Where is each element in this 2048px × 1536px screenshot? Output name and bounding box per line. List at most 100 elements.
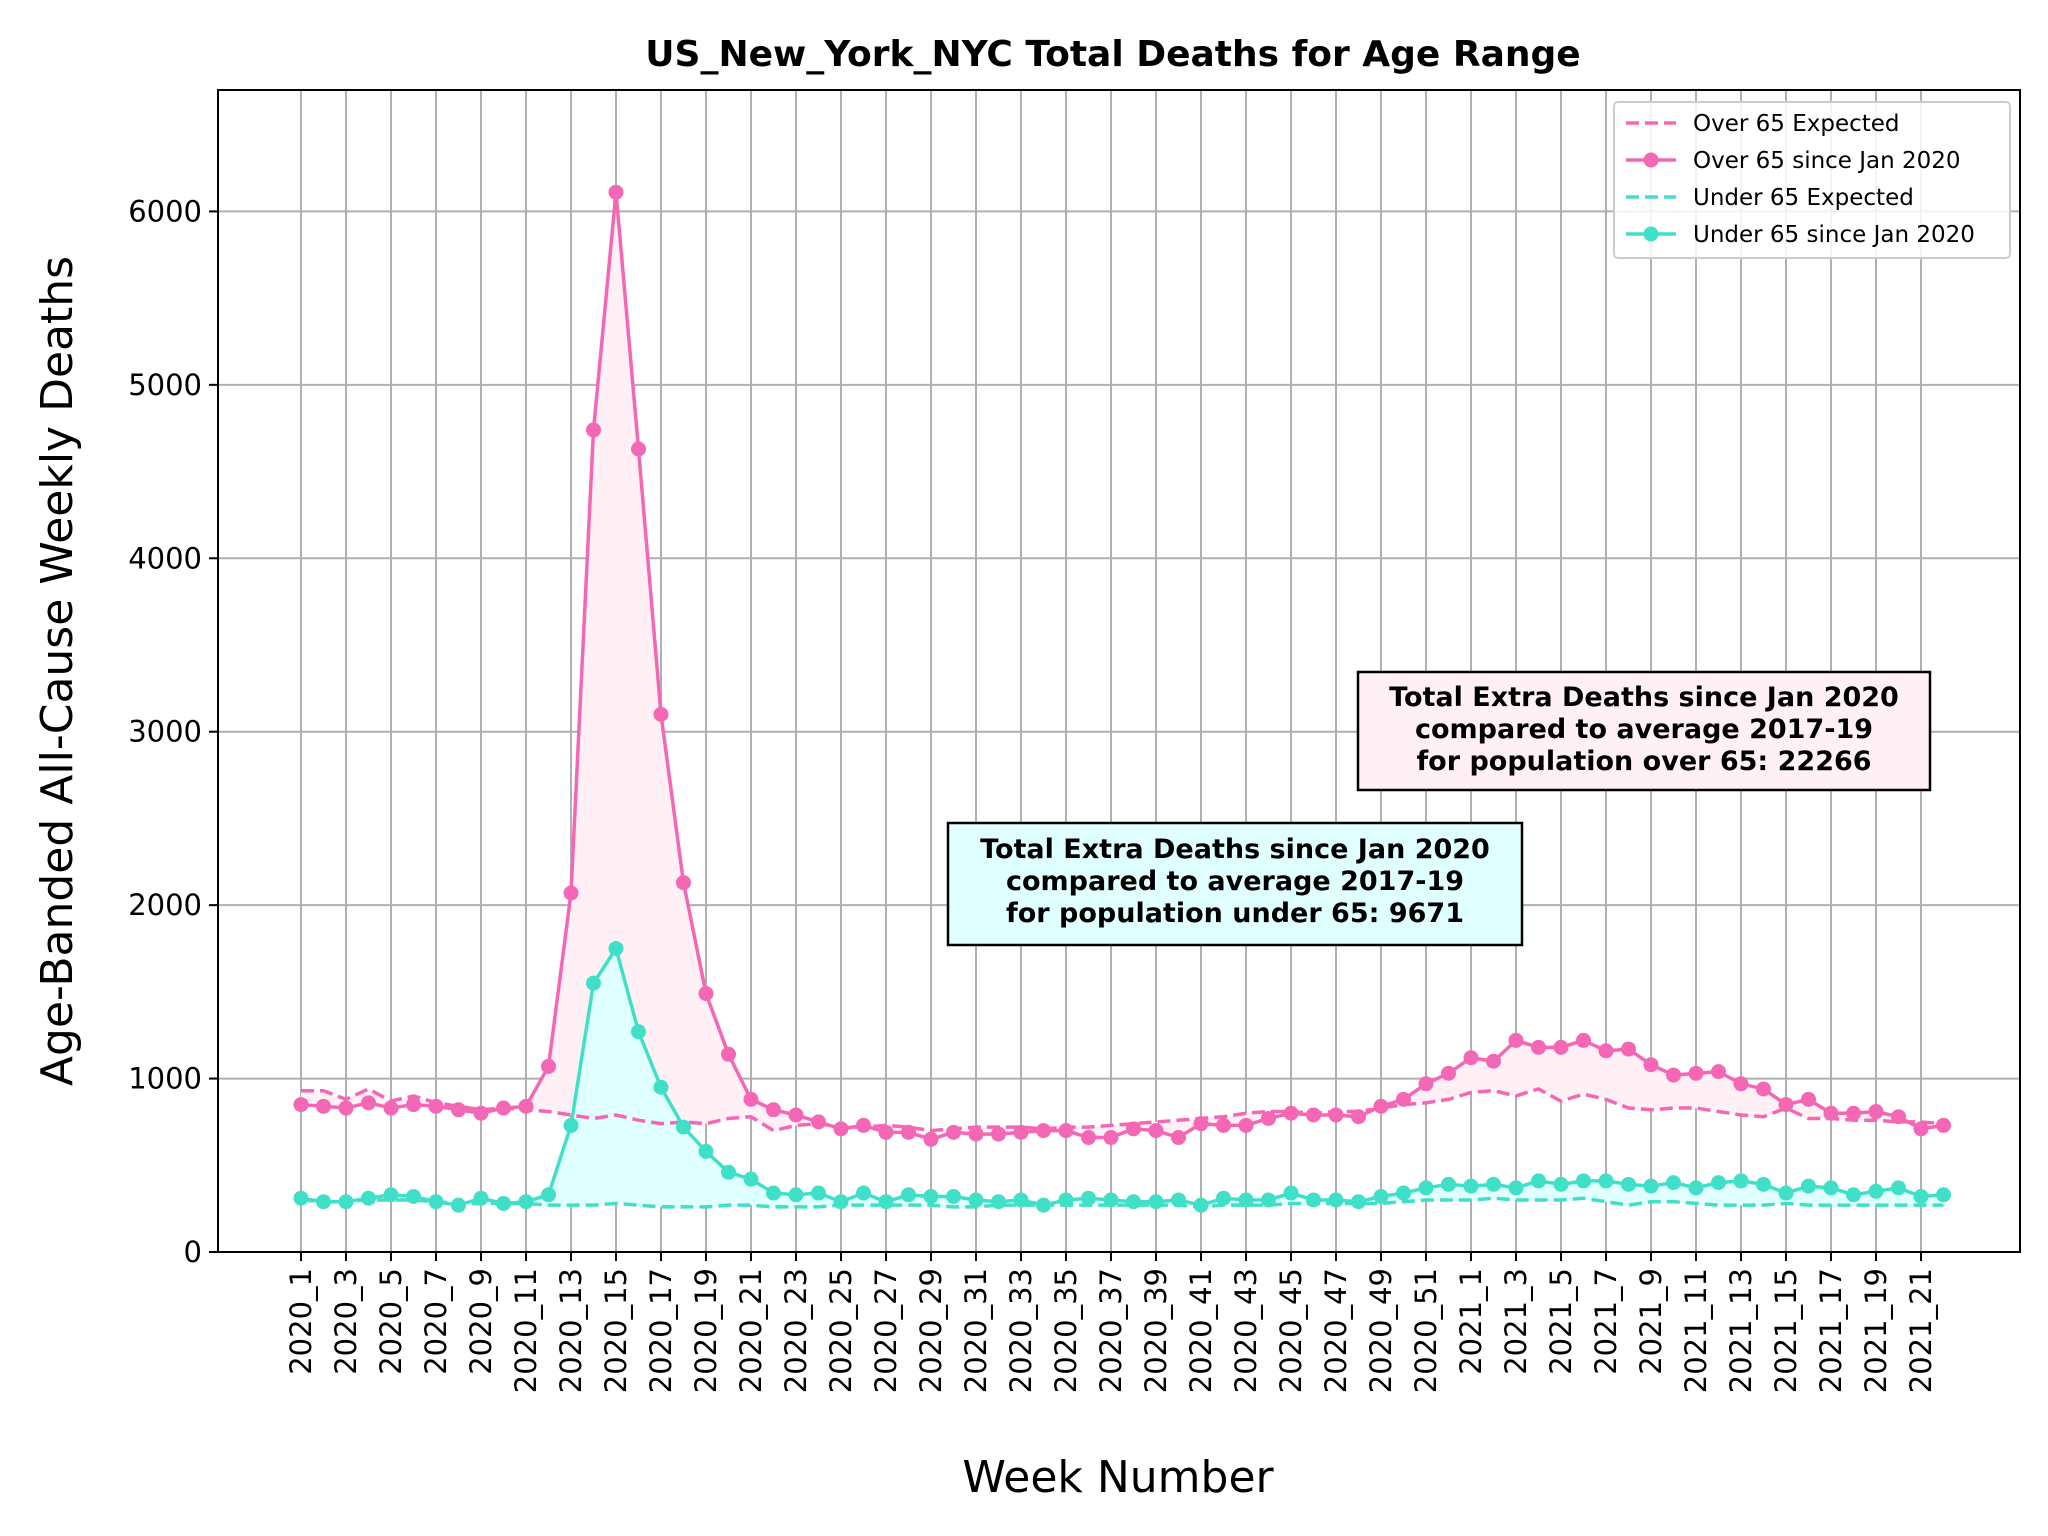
data-point-under-65-since-jan-2020	[653, 1079, 669, 1095]
x-tick-label: 2020_25	[824, 1268, 858, 1393]
x-tick-label: 2020_37	[1094, 1268, 1128, 1393]
data-point-under-65-since-jan-2020	[496, 1195, 511, 1211]
data-point-over-65-since-jan-2020	[1891, 1109, 1906, 1125]
data-point-under-65-since-jan-2020	[1868, 1183, 1884, 1199]
data-point-over-65-since-jan-2020	[766, 1102, 781, 1118]
data-point-over-65-since-jan-2020	[1486, 1053, 1501, 1069]
y-axis: 0 1000 2000 3000 4000 5000 6000	[128, 194, 218, 1269]
data-point-under-65-since-jan-2020	[586, 975, 601, 991]
x-tick-label: 2020_9	[464, 1268, 498, 1375]
data-point-under-65-since-jan-2020	[1013, 1192, 1029, 1208]
data-point-under-65-since-jan-2020	[428, 1194, 444, 1210]
x-tick-label: 2020_43	[1229, 1268, 1263, 1393]
data-point-over-65-since-jan-2020	[1351, 1109, 1366, 1125]
y-tick-label: 0	[184, 1235, 202, 1269]
data-point-over-65-since-jan-2020	[586, 422, 601, 438]
data-point-under-65-since-jan-2020	[361, 1190, 376, 1206]
x-tick-label: 2021_19	[1859, 1268, 1893, 1393]
annotation-box: Total Extra Deaths since Jan 2020compare…	[1356, 670, 1932, 792]
data-point-over-65-since-jan-2020	[1733, 1076, 1749, 1092]
x-tick-label: 2020_23	[779, 1268, 813, 1393]
x-tick-label: 2020_3	[329, 1268, 363, 1375]
data-point-over-65-since-jan-2020	[901, 1124, 916, 1140]
data-point-over-65-since-jan-2020	[991, 1126, 1006, 1142]
data-point-under-65-since-jan-2020	[293, 1190, 309, 1206]
data-point-over-65-since-jan-2020	[1531, 1039, 1546, 1055]
data-point-under-65-since-jan-2020	[473, 1190, 489, 1206]
data-point-over-65-since-jan-2020	[293, 1097, 309, 1113]
series-line-over-65-expected	[301, 1087, 1944, 1133]
data-point-under-65-since-jan-2020	[316, 1194, 331, 1210]
data-point-under-65-since-jan-2020	[1373, 1189, 1389, 1205]
data-point-over-65-since-jan-2020	[428, 1098, 444, 1114]
x-tick-label: 2021_15	[1769, 1268, 1803, 1393]
x-tick-label: 2020_35	[1049, 1268, 1083, 1393]
data-point-under-65-since-jan-2020	[1238, 1192, 1254, 1208]
y-tick-label: 4000	[128, 541, 202, 575]
x-tick-label: 2020_17	[644, 1268, 678, 1393]
data-point-over-65-since-jan-2020	[451, 1102, 466, 1118]
y-axis-label: Age-Banded All-Cause Weekly Deaths	[32, 256, 83, 1086]
data-point-over-65-since-jan-2020	[1598, 1043, 1614, 1059]
data-point-over-65-since-jan-2020	[1643, 1057, 1659, 1073]
legend-entry-over-65-since-jan-2020: Over 65 since Jan 2020	[1626, 148, 1961, 174]
data-point-under-65-since-jan-2020	[946, 1189, 961, 1205]
legend-marker	[1643, 152, 1659, 168]
annotation-line: compared to average 2017-19	[1006, 866, 1464, 897]
data-point-under-65-since-jan-2020	[1913, 1189, 1929, 1205]
data-point-under-65-since-jan-2020	[631, 1024, 646, 1040]
data-point-under-65-since-jan-2020	[1463, 1178, 1479, 1194]
data-point-under-65-since-jan-2020	[1193, 1197, 1209, 1213]
data-point-over-65-since-jan-2020	[1261, 1110, 1276, 1126]
x-tick-label: 2020_31	[959, 1268, 993, 1393]
data-point-over-65-since-jan-2020	[743, 1091, 759, 1107]
legend-marker	[1643, 226, 1659, 242]
annotation-box: Total Extra Deaths since Jan 2020compare…	[946, 821, 1524, 947]
legend-entry-over-65-expected: Over 65 Expected	[1626, 111, 1900, 137]
data-point-over-65-since-jan-2020	[631, 441, 646, 457]
data-point-over-65-since-jan-2020	[1756, 1081, 1771, 1097]
legend: Over 65 Expected Over 65 since Jan 2020 Un…	[1613, 101, 2011, 259]
data-point-over-65-since-jan-2020	[1418, 1076, 1434, 1092]
data-point-under-65-since-jan-2020	[1261, 1192, 1276, 1208]
data-point-over-65-since-jan-2020	[1463, 1050, 1479, 1066]
data-point-over-65-since-jan-2020	[968, 1126, 984, 1142]
series-layer	[293, 184, 1951, 1213]
data-point-under-65-since-jan-2020	[1621, 1176, 1636, 1192]
data-point-over-65-since-jan-2020	[361, 1095, 376, 1111]
data-point-under-65-since-jan-2020	[1801, 1178, 1816, 1194]
data-point-under-65-since-jan-2020	[1598, 1173, 1614, 1189]
legend-entry-under-65-since-jan-2020: Under 65 since Jan 2020	[1626, 222, 1975, 248]
data-point-under-65-since-jan-2020	[1531, 1173, 1546, 1189]
x-tick-label: 2020_39	[1139, 1268, 1173, 1393]
data-point-under-65-since-jan-2020	[1688, 1180, 1704, 1196]
data-point-under-65-since-jan-2020	[1418, 1180, 1434, 1196]
x-tick-label: 2020_21	[734, 1268, 768, 1393]
data-point-under-65-since-jan-2020	[541, 1187, 556, 1203]
x-tick-label: 2021_11	[1679, 1268, 1713, 1393]
data-point-under-65-since-jan-2020	[968, 1192, 984, 1208]
series-line-over-65-since-jan-2020	[300, 190, 1944, 1142]
x-tick-label: 2020_13	[554, 1268, 588, 1393]
data-point-under-65-since-jan-2020	[991, 1194, 1006, 1210]
data-point-over-65-since-jan-2020	[338, 1100, 354, 1116]
data-point-over-65-since-jan-2020	[1148, 1123, 1164, 1139]
data-point-under-65-since-jan-2020	[698, 1143, 714, 1159]
data-point-under-65-since-jan-2020	[1171, 1192, 1186, 1208]
data-point-under-65-since-jan-2020	[1846, 1187, 1861, 1203]
data-point-over-65-since-jan-2020	[1936, 1117, 1951, 1133]
data-point-over-65-since-jan-2020	[496, 1100, 511, 1116]
data-point-over-65-since-jan-2020	[518, 1098, 534, 1114]
data-point-over-65-since-jan-2020	[1058, 1123, 1074, 1139]
data-point-under-65-since-jan-2020	[1508, 1180, 1524, 1196]
x-tick-label: 2020_1	[284, 1268, 318, 1375]
data-point-under-65-since-jan-2020	[833, 1194, 849, 1210]
data-point-over-65-since-jan-2020	[1283, 1105, 1299, 1121]
y-tick-label: 1000	[128, 1062, 202, 1096]
x-tick-label: 2021_21	[1904, 1268, 1938, 1393]
data-point-under-65-since-jan-2020	[743, 1171, 759, 1187]
x-tick-label: 2020_41	[1184, 1268, 1218, 1393]
y-tick-label: 3000	[128, 715, 202, 749]
data-point-under-65-since-jan-2020	[1328, 1192, 1344, 1208]
